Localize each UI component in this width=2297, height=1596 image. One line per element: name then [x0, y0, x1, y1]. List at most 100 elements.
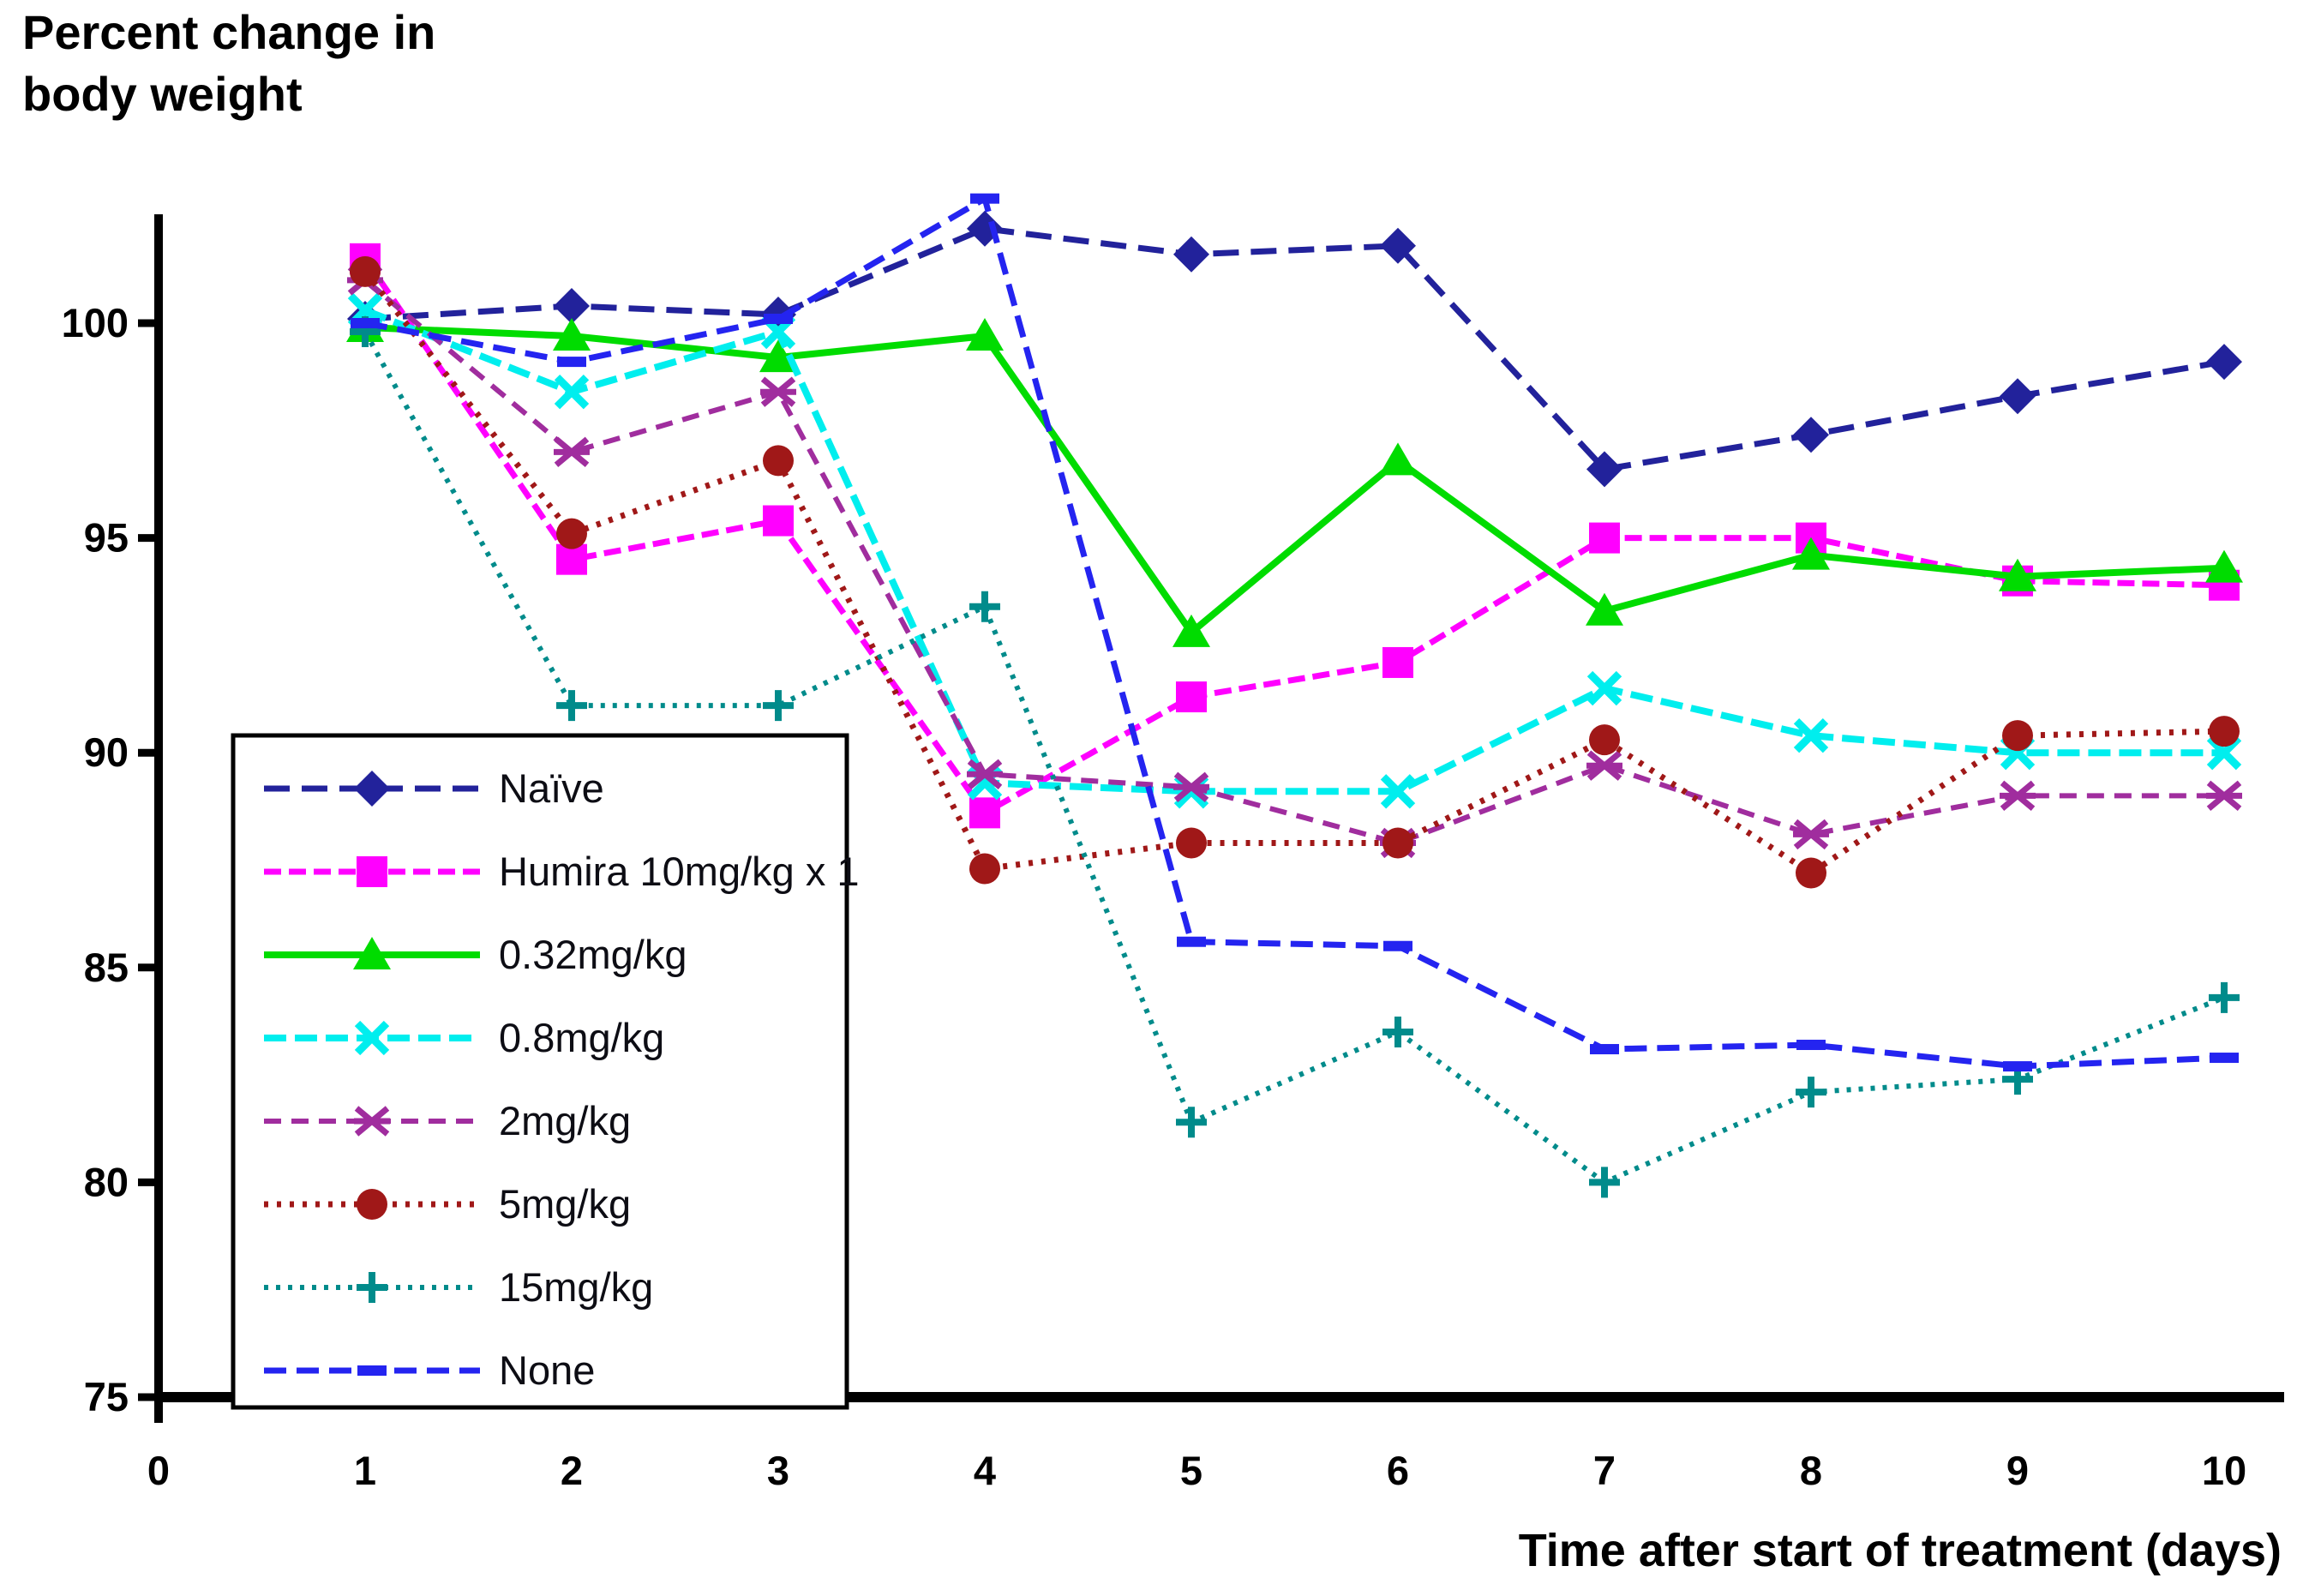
data-point-na-ve — [1793, 417, 1829, 453]
data-point-5mg-kg — [1176, 827, 1207, 859]
diamond-marker — [2000, 378, 2036, 415]
data-point-2mg-kg — [2206, 780, 2242, 812]
chart-title-line2: body weight — [22, 67, 303, 121]
data-point-5mg-kg — [969, 853, 1000, 885]
data-point-15mg-kg — [1176, 1107, 1207, 1138]
plus-marker — [763, 690, 794, 722]
plus-marker — [969, 591, 1000, 622]
data-point-5mg-kg — [1796, 857, 1826, 889]
data-point-5mg-kg — [763, 445, 794, 477]
dash-marker — [2003, 1061, 2032, 1072]
data-point-none — [351, 318, 380, 328]
x-marker — [554, 375, 590, 410]
x-tick-label: 9 — [2006, 1448, 2029, 1493]
square-marker — [969, 797, 1000, 829]
x-tick-label: 2 — [561, 1448, 583, 1493]
circle-marker — [1382, 827, 1413, 859]
data-point-0-8mg-kg — [1380, 774, 1416, 809]
circle-marker — [2002, 720, 2033, 752]
diamond-marker — [1586, 451, 1622, 488]
dash-marker — [970, 193, 999, 204]
dash-marker — [1590, 1044, 1619, 1055]
data-point-humira-10mg-kg-x-1 — [1176, 681, 1207, 713]
circle-marker — [350, 255, 381, 287]
triangle-marker — [1172, 614, 1210, 647]
legend-item-15mg-kg: 15mg/kg — [499, 1264, 653, 1310]
circle-marker — [969, 853, 1000, 885]
legend-marker-none — [357, 1365, 387, 1376]
asterisk-marker — [2206, 780, 2242, 812]
data-point-15mg-kg — [969, 591, 1000, 622]
dash-marker — [764, 313, 793, 324]
legend-item-5mg-kg: 5mg/kg — [499, 1181, 631, 1227]
x-marker — [354, 1020, 390, 1056]
circle-marker — [1589, 724, 1620, 756]
data-point-2mg-kg — [1173, 771, 1209, 802]
circle-marker — [357, 1189, 387, 1220]
asterisk-marker — [1793, 819, 1829, 850]
data-point-2mg-kg — [967, 759, 1003, 789]
data-point-0-32mg-kg — [966, 318, 1004, 351]
data-point-none — [2003, 1061, 2032, 1072]
data-point-none — [1796, 1040, 1826, 1051]
diamond-marker — [1793, 417, 1829, 453]
data-point-na-ve — [1173, 236, 1209, 273]
square-marker — [357, 856, 387, 887]
plus-marker — [556, 690, 587, 722]
legend-item-none: None — [499, 1347, 595, 1393]
chart-title-line1: Percent change in — [22, 5, 436, 59]
x-tick-label: 7 — [1593, 1448, 1616, 1493]
dash-marker — [1796, 1040, 1826, 1051]
circle-marker — [763, 445, 794, 477]
series-line-humira-10mg-kg-x-1 — [363, 256, 2225, 817]
data-point-5mg-kg — [350, 255, 381, 287]
data-point-15mg-kg — [1796, 1077, 1826, 1108]
legend — [231, 733, 849, 1410]
y-tick-label: 95 — [84, 515, 129, 561]
data-point-none — [764, 313, 793, 324]
data-point-15mg-kg — [556, 690, 587, 722]
data-point-na-ve — [2000, 378, 2036, 415]
circle-marker — [1796, 857, 1826, 889]
data-point-none — [1383, 940, 1412, 951]
legend-marker-5mg-kg — [357, 1189, 387, 1220]
x-tick-label: 3 — [767, 1448, 789, 1493]
data-point-15mg-kg — [1382, 1016, 1413, 1047]
data-point-2mg-kg — [1793, 819, 1829, 850]
diamond-marker — [1173, 236, 1209, 273]
data-point-none — [1177, 936, 1206, 947]
data-point-0-32mg-kg — [1172, 614, 1210, 647]
dash-marker — [1383, 940, 1412, 951]
data-point-na-ve — [1586, 451, 1622, 488]
triangle-marker — [553, 318, 591, 351]
data-point-0-8mg-kg — [1586, 670, 1622, 706]
dash-marker — [1177, 936, 1206, 947]
data-point-2mg-kg — [760, 376, 796, 407]
y-tick-label: 90 — [84, 729, 129, 775]
asterisk-marker — [760, 376, 796, 407]
asterisk-marker — [1586, 750, 1622, 781]
data-point-2mg-kg — [1586, 750, 1622, 781]
x-axis-title: Time after start of treatment (days) — [1518, 1525, 2282, 1576]
data-point-0-32mg-kg — [1792, 537, 1830, 570]
triangle-marker — [353, 937, 391, 969]
y-tick-label: 100 — [62, 300, 129, 345]
circle-marker — [1176, 827, 1207, 859]
series-line-na-ve — [364, 225, 2225, 473]
diamond-marker — [1380, 227, 1416, 264]
dash-marker — [357, 1365, 387, 1376]
plus-marker — [2209, 981, 2240, 1013]
data-point-0-32mg-kg — [1999, 558, 2036, 591]
legend-marker-0-8mg-kg — [354, 1020, 390, 1056]
data-point-humira-10mg-kg-x-1 — [556, 543, 587, 575]
asterisk-marker — [967, 759, 1003, 789]
data-point-none — [2210, 1053, 2239, 1064]
triangle-marker — [1999, 558, 2036, 591]
asterisk-marker — [554, 436, 590, 468]
legend-marker-0-32mg-kg — [353, 937, 391, 969]
data-point-none — [557, 357, 586, 368]
x-tick-label: 4 — [974, 1448, 996, 1493]
asterisk-marker — [354, 1106, 390, 1137]
series-line-0-32mg-kg — [364, 324, 2225, 638]
